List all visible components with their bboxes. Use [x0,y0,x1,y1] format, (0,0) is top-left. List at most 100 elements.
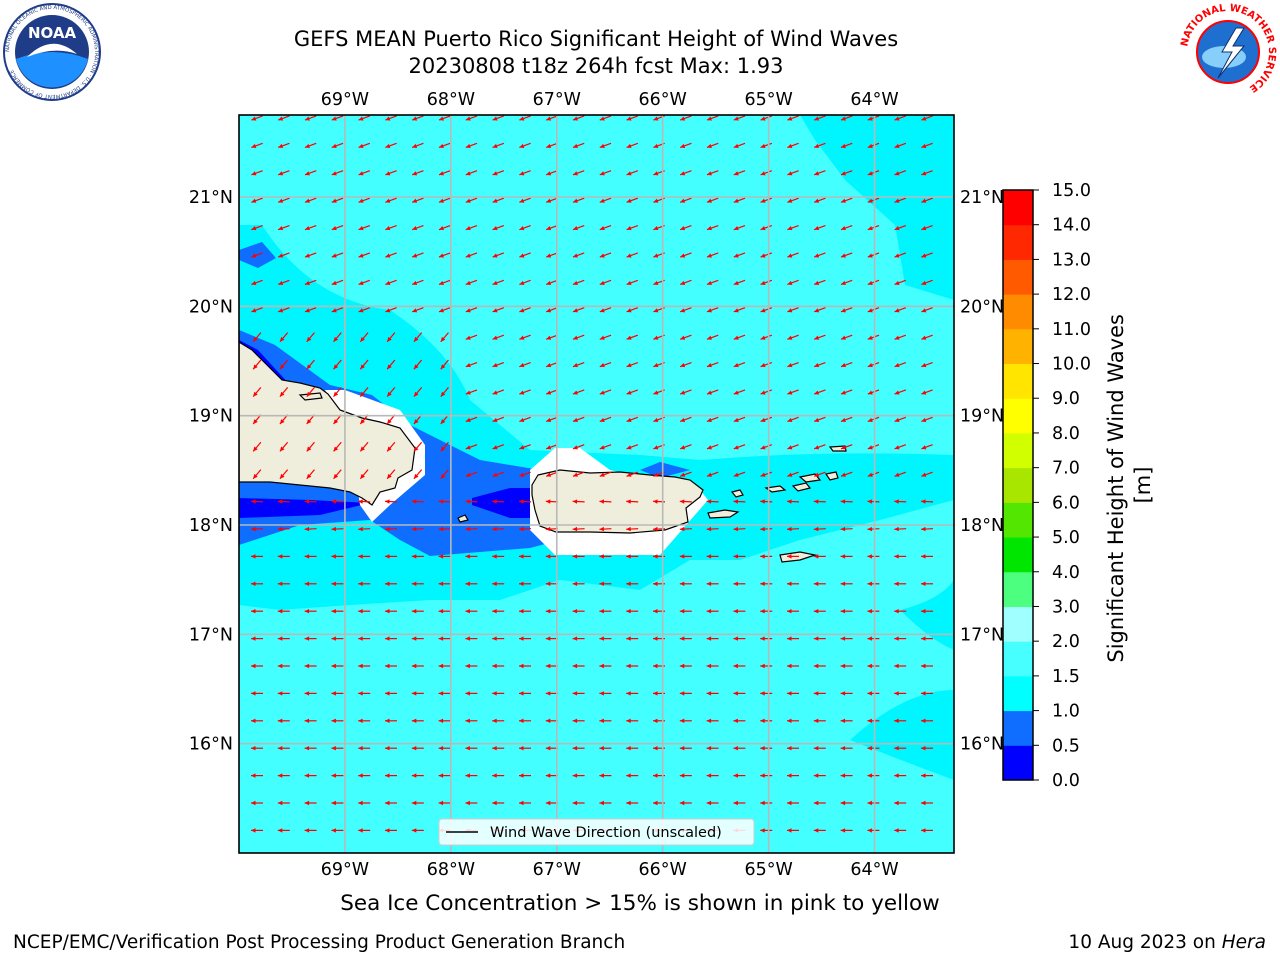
wave-direction-arrowhead [706,335,712,340]
wave-direction-arrowhead [251,636,256,641]
wave-direction-arrowhead [706,663,712,669]
wave-direction-arrowhead [492,253,498,258]
wave-direction-arrowhead [733,581,738,586]
wave-direction-arrowhead [733,116,739,121]
wave-direction-arrowhead [787,253,793,258]
wave-direction-arrowhead [465,226,471,231]
wave-direction-arrowhead [519,280,525,285]
wave-direction-arrowhead [840,390,846,395]
wave-direction-arrowhead [653,609,658,614]
wave-direction-arrowhead [358,143,364,148]
wave-direction-arrowhead [733,472,739,477]
wave-direction-arrowhead [840,718,846,723]
colorbar-segment [1003,606,1033,642]
lon-tick-label: 67°W [533,860,581,880]
vieques [707,509,740,519]
wave-direction-arrowhead [653,116,659,121]
lat-tick-label: 16°N [189,735,233,755]
wave-direction-arrowhead [277,828,283,833]
wave-direction-arrowhead [706,746,712,751]
wave-direction-arrowhead [358,828,363,833]
wave-direction-arrowhead [921,663,926,669]
lon-tick-label: 66°W [639,90,687,110]
wave-direction-arrowhead [760,171,766,176]
wave-direction-arrowhead [894,554,899,559]
wave-direction-arrowhead [385,718,390,723]
wave-direction-arrowhead [278,143,284,148]
wave-direction-arrowhead [813,526,819,532]
wave-direction-arrowhead [653,198,659,203]
wave-direction-arrowhead [331,609,336,614]
wave-direction-arrowhead [733,746,738,751]
colorbar-frame [1002,189,1034,781]
generation-date: 10 Aug 2023 on Hera [1068,932,1266,953]
wave-direction-arrowhead [251,773,256,778]
wave-direction-arrowhead [867,226,873,231]
wave-direction-arrowhead [921,636,926,641]
wave-direction-arrowhead [440,446,446,452]
wave-direction-arrowhead [251,581,256,586]
wave-direction-arrowhead [438,581,444,586]
wave-direction-arrowhead [840,308,846,313]
wave-direction-arrowhead [358,308,364,313]
wave-direction-arrowhead [706,171,712,176]
wave-direction-arrowhead [572,718,578,723]
lat-tick-label: 16°N [960,735,1004,755]
wave-direction-arrowhead [814,308,820,313]
wave-direction-arrowhead [760,526,765,532]
wave-direction-arrowhead [251,609,256,614]
wave-direction-arrowhead [519,526,524,532]
wave-direction-arrowhead [599,746,604,751]
wave-direction-arrowhead [840,253,846,258]
wave-direction-arrowhead [465,499,471,504]
wave-direction-arrowhead [465,472,471,477]
wave-direction-arrowhead [333,446,339,452]
lat-tick-label: 18°N [960,516,1004,536]
wave-direction-arrowhead [599,335,605,340]
wave-direction-arrowhead [760,308,766,313]
wave-direction-arrowhead [626,718,631,723]
wave-direction-arrowhead [653,718,658,723]
wave-direction-arrowhead [304,526,310,532]
wave-direction-arrowhead [277,499,283,504]
wave-direction-arrowhead [760,554,765,559]
wave-direction-arrowhead [251,526,256,532]
wave-direction-arrowhead [840,526,846,532]
wave-direction-arrowhead [787,390,793,395]
wave-direction-arrowhead [680,280,686,285]
wave-direction-arrowhead [278,171,284,176]
wave-direction-arrowhead [572,253,578,258]
wave-direction-arrowhead [733,253,739,258]
wave-direction-arrowhead [706,718,712,723]
wave-direction-arrowhead [599,445,605,450]
wave-direction-arrowhead [331,526,337,532]
wave-direction-arrowhead [626,800,631,806]
wave-direction-arrowhead [438,636,444,641]
wave-direction-arrowhead [412,116,418,121]
mona-island [457,514,469,523]
wave-direction-arrowhead [599,390,605,395]
wave-direction-arrowhead [760,499,765,504]
wave-direction-arrowhead [599,718,604,723]
wave-direction-arrowhead [385,253,391,258]
wave-direction-arrowhead [921,718,926,723]
wave-direction-arrowhead [358,198,364,203]
wave-direction-arrowhead [760,445,766,450]
wave-direction-arrowhead [545,663,551,669]
wave-direction-arrowhead [465,554,470,559]
wave-direction-arrowhead [546,363,552,368]
wave-direction-arrowhead [653,363,659,368]
wave-direction-arrowhead [411,554,417,559]
wave-direction-arrowhead [279,419,285,424]
wave-direction-arrowhead [358,226,364,231]
wave-direction-arrowhead [306,473,312,479]
wave-direction-arrowhead [331,800,336,806]
wave-direction-arrowhead [492,335,498,340]
wave-direction-arrowhead [572,526,578,532]
wave-direction-arrowhead [492,171,498,176]
lon-tick-label: 67°W [533,90,581,110]
wave-direction-arrowhead [760,116,766,121]
colorbar-segment [1003,224,1033,260]
wave-direction-arrowhead [787,800,792,806]
wave-direction-arrowhead [465,171,471,176]
